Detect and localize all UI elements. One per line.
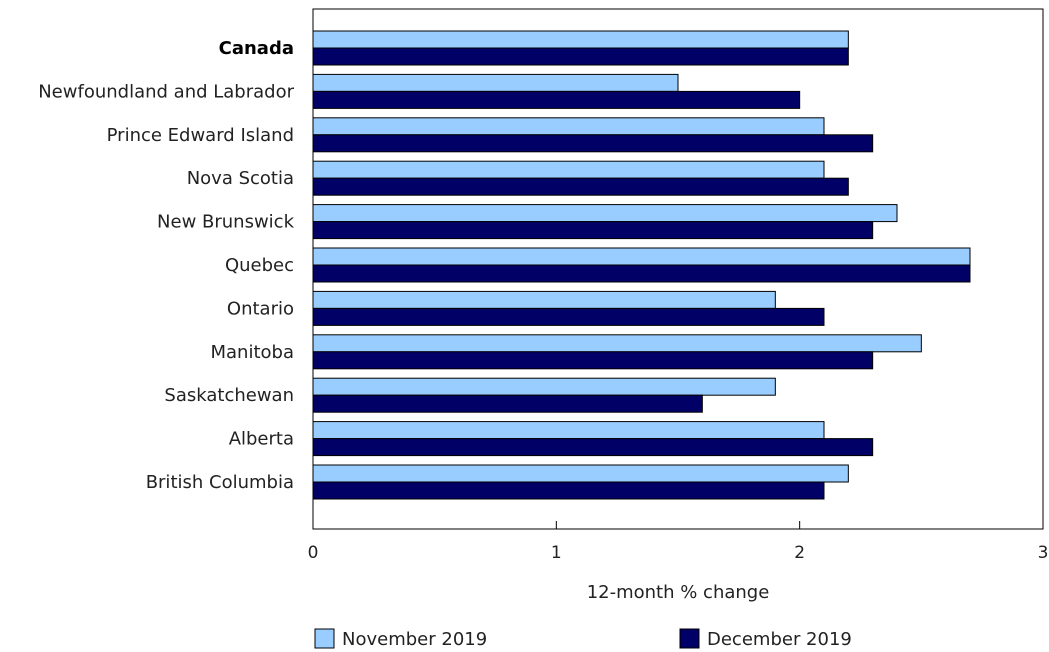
bar-december-9 [312, 438, 874, 457]
x-tick-label: 2 [794, 543, 805, 563]
bar-december-2 [312, 134, 874, 153]
bar-november-8 [312, 377, 776, 396]
bar-november-3 [312, 160, 825, 179]
bar-november-1 [312, 73, 679, 92]
legend-swatch-december [679, 628, 700, 649]
bar-december-5 [312, 264, 971, 283]
x-tick-label: 3 [1038, 543, 1049, 563]
bars-layer [312, 30, 971, 500]
bar-november-2 [312, 117, 825, 136]
bar-november-6 [312, 290, 776, 309]
bar-november-5 [312, 247, 971, 266]
bar-december-3 [312, 177, 849, 196]
bar-november-4 [312, 204, 898, 223]
category-label: New Brunswick [157, 212, 295, 233]
bar-december-0 [312, 47, 849, 66]
category-label: Manitoba [211, 342, 295, 363]
bar-december-4 [312, 221, 874, 240]
bar-december-6 [312, 307, 825, 326]
bar-november-7 [312, 334, 922, 353]
bar-december-7 [312, 351, 874, 370]
legend-label-november: November 2019 [342, 629, 487, 650]
category-label: Quebec [225, 255, 294, 276]
category-label: Newfoundland and Labrador [38, 81, 294, 102]
category-label: Saskatchewan [164, 385, 294, 406]
bar-december-8 [312, 394, 703, 413]
x-tick-label: 0 [308, 543, 319, 563]
bar-december-1 [312, 90, 801, 109]
x-tick-label: 1 [551, 543, 562, 563]
category-label: Alberta [229, 429, 294, 450]
bar-december-10 [312, 481, 825, 500]
legend: November 2019 December 2019 [314, 628, 852, 650]
bar-november-9 [312, 421, 825, 440]
category-label: British Columbia [146, 472, 294, 493]
category-label: Prince Edward Island [107, 125, 294, 146]
x-axis: 0 1 2 3 [308, 521, 1049, 563]
category-label: Nova Scotia [187, 168, 294, 189]
category-label: Canada [219, 38, 294, 59]
legend-label-december: December 2019 [707, 629, 852, 650]
category-label: Ontario [227, 298, 294, 319]
x-axis-title: 12-month % change [587, 582, 770, 603]
legend-swatch-november [314, 628, 335, 649]
bar-november-0 [312, 30, 849, 49]
category-labels: Canada Newfoundland and Labrador Prince Ed… [38, 38, 294, 493]
bar-november-10 [312, 464, 849, 483]
